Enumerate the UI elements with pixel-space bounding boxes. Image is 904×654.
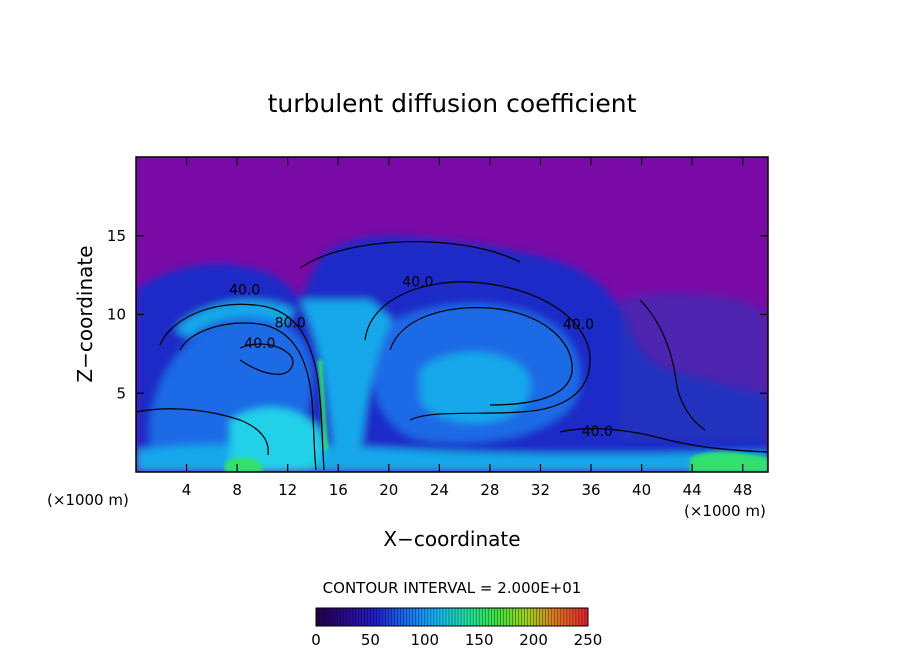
right-vortex-core <box>420 352 531 424</box>
x-tick-label: 24 <box>430 481 449 499</box>
x-tick-label: 36 <box>581 481 600 499</box>
colorbar-tick-label: 50 <box>361 631 380 649</box>
contour-line <box>364 281 591 421</box>
colorbar: 0 50 100 150 200 250 <box>311 607 603 649</box>
contour-line <box>159 303 325 471</box>
contour-label: 40.0 <box>229 282 260 298</box>
colorbar-tick-label: 250 <box>574 631 603 649</box>
x-tick-label: 40 <box>632 481 651 499</box>
contour-line <box>299 241 521 269</box>
colorbar-tick-label: 150 <box>465 631 494 649</box>
x-tick-label: 28 <box>480 481 499 499</box>
contour-label: 40.0 <box>244 336 275 352</box>
x-tick-label: 48 <box>733 481 752 499</box>
contour-label: 40.0 <box>563 317 594 333</box>
green-patch-right <box>690 451 768 472</box>
contour-line <box>639 299 706 431</box>
x-unit-right: (×1000 m) <box>684 502 766 520</box>
y-tick-label: 5 <box>116 384 126 402</box>
colorbar-tick-label: 0 <box>311 631 321 649</box>
x-tick-label: 4 <box>182 481 192 499</box>
heatmap-field: 40.080.040.040.040.040.0 <box>136 157 768 472</box>
x-tick-label: 16 <box>329 481 348 499</box>
x-axis-label: X−coordinate <box>383 527 520 551</box>
x-tick-label: 8 <box>232 481 242 499</box>
colorbar-tick-label: 200 <box>519 631 548 649</box>
contour-lines <box>136 241 768 471</box>
contour-label: 40.0 <box>402 274 433 290</box>
y-tick-label: 15 <box>107 227 126 245</box>
x-unit-left: (×1000 m) <box>47 491 129 509</box>
x-tick-label: 32 <box>531 481 550 499</box>
chart-title: turbulent diffusion coefficient <box>268 89 637 118</box>
contour-line <box>559 428 768 453</box>
contour-line <box>239 343 294 375</box>
green-filament <box>318 360 328 450</box>
colorbar-frame <box>315 607 589 627</box>
contour-line <box>136 408 269 456</box>
contour-label: 40.0 <box>582 424 613 440</box>
contour-labels: 40.080.040.040.040.040.0 <box>229 274 613 440</box>
contour-line <box>389 307 573 406</box>
green-patch-left <box>225 457 262 472</box>
y-tick-label: 10 <box>107 306 126 324</box>
bottom-left-cyan <box>230 407 324 472</box>
right-wave-region <box>620 293 768 440</box>
x-tick-label: 20 <box>379 481 398 499</box>
contour-interval-text: CONTOUR INTERVAL = 2.000E+01 <box>323 579 582 597</box>
contour-line <box>179 322 317 471</box>
contour-label: 80.0 <box>275 315 306 331</box>
central-column <box>300 300 392 470</box>
x-tick-label: 12 <box>278 481 297 499</box>
y-axis-label: Z−coordinate <box>73 245 97 382</box>
colorbar-tick-label: 100 <box>410 631 439 649</box>
x-tick-label: 44 <box>683 481 702 499</box>
